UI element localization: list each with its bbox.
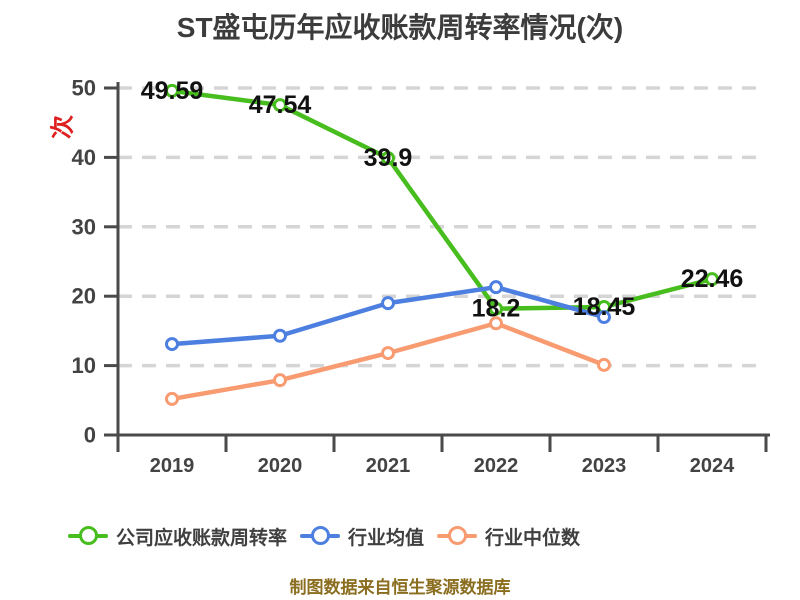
line-marker-icon (68, 526, 108, 546)
data-point-company-turnover (273, 98, 287, 113)
data-point-company-turnover (165, 83, 179, 98)
x-tick-label: 2021 (366, 455, 411, 477)
data-point-company-turnover (705, 272, 719, 287)
data-label-company-turnover: 18.2 (472, 295, 521, 323)
legend-dot-icon (448, 526, 468, 545)
data-point-company-turnover (489, 301, 503, 316)
x-tick-label: 2022 (474, 455, 519, 477)
series-line-company-turnover (169, 88, 715, 311)
legend-item-label: 行业均值 (348, 527, 425, 549)
y-tick-label: 40 (72, 145, 96, 170)
series-line-industry-median (169, 321, 607, 402)
legend-item-company-turnover[interactable]: 公司应收账款周转率 (68, 523, 287, 550)
data-point-industry-average (165, 337, 179, 352)
legend-dot-icon (311, 526, 331, 545)
line-marker-icon (437, 526, 478, 546)
chart-title: ST盛屯历年应收账款周转率情况(次) (176, 12, 624, 43)
data-point-industry-average (381, 296, 395, 311)
data-label-company-turnover: 39.9 (364, 144, 413, 172)
data-label-company-turnover: 18.45 (573, 293, 636, 321)
y-axis-unit-label: 次 (50, 115, 77, 139)
data-label-company-turnover: 49.59 (141, 77, 204, 105)
data-label-company-turnover: 22.46 (681, 265, 744, 293)
data-point-industry-average (597, 310, 611, 325)
data-point-industry-average (273, 328, 287, 343)
legend-dot-icon (79, 526, 98, 545)
data-point-industry-median (489, 316, 503, 331)
data-point-company-turnover (381, 151, 395, 166)
legend: 公司应收账款周转率 行业均值 行业中位数 (68, 520, 580, 552)
data-point-industry-median (273, 373, 287, 388)
legend-item-industry-median[interactable]: 行业中位数 (437, 523, 580, 550)
data-point-industry-average (489, 280, 503, 295)
legend-item-label: 公司应收账款周转率 (116, 527, 288, 549)
footer-credit: 制图数据来自恒生聚源数据库 (289, 578, 511, 597)
x-tick-label: 2023 (582, 455, 627, 477)
data-point-industry-median (381, 346, 395, 361)
y-tick-label: 50 (72, 76, 96, 101)
y-tick-label: 10 (72, 353, 96, 378)
legend-item-industry-average[interactable]: 行业均值 (300, 523, 424, 550)
x-tick-label: 2019 (150, 455, 195, 477)
y-tick-label: 0 (84, 423, 96, 448)
data-point-industry-median (597, 357, 611, 372)
data-point-industry-median (165, 391, 179, 406)
x-tick-label: 2020 (258, 455, 303, 477)
legend-item-label: 行业中位数 (485, 527, 581, 549)
line-marker-icon (300, 526, 341, 546)
y-tick-label: 30 (72, 214, 96, 239)
y-tick-label: 20 (72, 284, 96, 309)
data-label-company-turnover: 47.54 (249, 91, 312, 119)
x-tick-label: 2024 (690, 455, 735, 477)
